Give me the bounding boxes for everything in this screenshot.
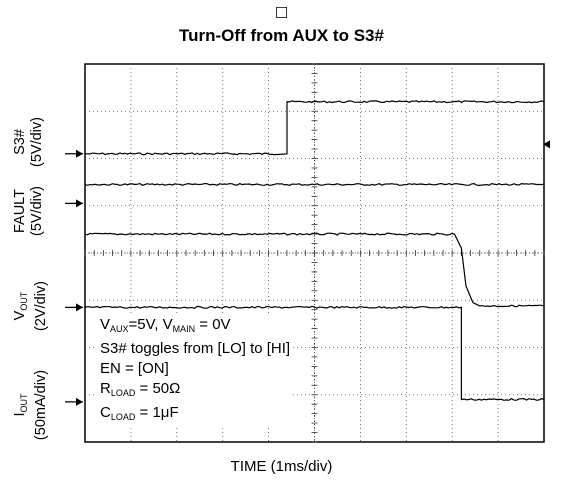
annotation-supply-line: VAUX=5V, VMAIN = 0V (100, 316, 231, 334)
ground-marker-arrow (76, 149, 83, 158)
annotation-rload-line: RLOAD = 50Ω (100, 380, 181, 398)
annotation-toggle-line: S3# toggles from [LO] to [HI] (100, 340, 291, 357)
trace-2 (84, 232, 545, 308)
trace-1 (84, 182, 544, 187)
header-glyph: ☐ (274, 4, 289, 22)
channel-label-vout: VOUT (2V/div) (12, 281, 49, 331)
ground-marker-arrow (76, 397, 83, 406)
chart-title: Turn-Off from AUX to S3# (179, 26, 384, 45)
trace-0 (85, 100, 545, 156)
test-conditions-annotation: VAUX=5V, VMAIN = 0V S3# toggles from [LO… (97, 314, 294, 428)
ground-marker-arrow (76, 303, 83, 312)
trace-3 (84, 305, 545, 401)
ground-marker-arrow (76, 199, 83, 208)
channel-label-fault: FAULT (5V/div) (12, 186, 45, 236)
trigger-marker (543, 140, 550, 149)
channel-label-iout: IOUT (50mA/div) (12, 369, 49, 441)
annotation-enable-line: EN = [ON] (100, 360, 169, 377)
x-axis-label: TIME (1ms/div) (230, 458, 333, 475)
annotation-cload-line: CLOAD = 1μF (100, 404, 179, 422)
